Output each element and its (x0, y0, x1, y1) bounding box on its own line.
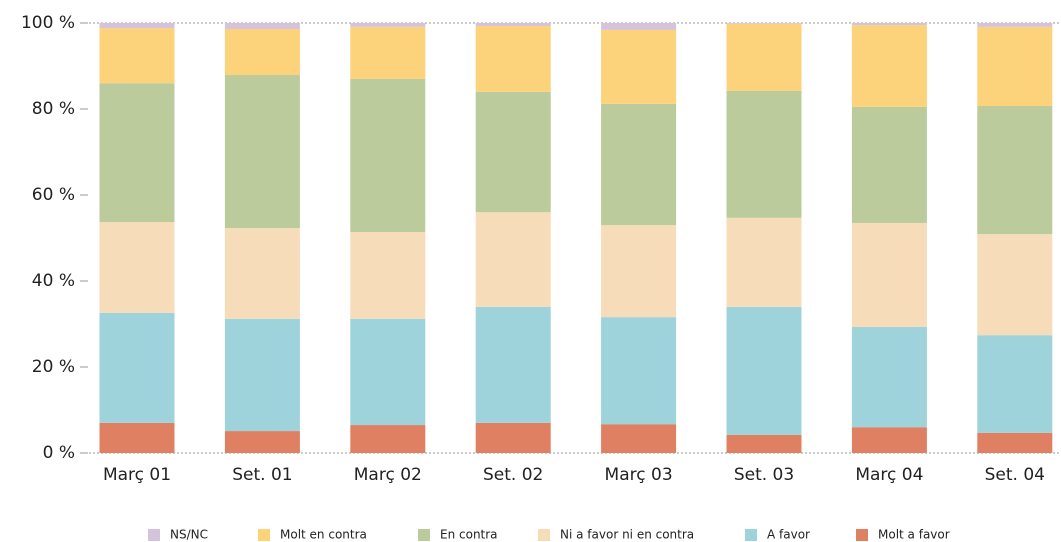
legend-label: Molt a favor (878, 528, 950, 542)
bar-segment (601, 23, 677, 30)
bar-segment (977, 432, 1053, 453)
bar-segment (475, 23, 551, 27)
bar-segment (726, 23, 802, 24)
bar-segment (475, 91, 551, 213)
legend-swatch (418, 529, 430, 541)
bar-segment (350, 231, 426, 319)
bar-segment (224, 228, 300, 319)
bar-segment (851, 25, 927, 107)
bar-segment (977, 335, 1053, 433)
bar-segment (726, 90, 802, 218)
x-tick-label: Set. 04 (985, 465, 1045, 485)
bar-segment (224, 75, 300, 229)
bar-segment (224, 23, 300, 30)
legend-swatch (745, 529, 757, 541)
bar-segment (601, 317, 677, 425)
legend-swatch (538, 529, 550, 541)
bar-segment (851, 106, 927, 223)
bar-segment (601, 103, 677, 226)
bar-segment (350, 425, 426, 453)
x-tick-label: Març 03 (605, 465, 673, 485)
bar-segment (851, 222, 927, 328)
legend-swatch (856, 529, 868, 541)
bar-segment (224, 29, 300, 76)
bar-segment (726, 217, 802, 307)
bar-segment (224, 318, 300, 432)
bar-segment (977, 234, 1053, 336)
bar-segment (851, 427, 927, 453)
legend-swatch (148, 529, 160, 541)
legend-label: Ni a favor ni en contra (560, 528, 694, 542)
bar-segment (99, 28, 175, 84)
bar-segment (99, 222, 175, 313)
y-tick-label: 60 % (32, 185, 75, 205)
bar-segment (726, 306, 802, 435)
bar-segment (726, 434, 802, 453)
legend-swatch (258, 529, 270, 541)
legend-label: Molt en contra (280, 528, 367, 542)
x-tick-label: Set. 03 (734, 465, 794, 485)
bar-segment (851, 23, 927, 26)
y-tick-label: 100 % (21, 13, 75, 33)
bar-segment (475, 422, 551, 453)
legend-label: En contra (440, 528, 498, 542)
bar-segment (475, 212, 551, 307)
bar-segment (601, 29, 677, 104)
bar-segment (475, 26, 551, 92)
x-tick-label: Març 04 (855, 465, 923, 485)
bar-segment (350, 318, 426, 426)
legend-label: NS/NC (170, 528, 208, 542)
y-tick-label: 40 % (32, 271, 75, 291)
bar-segment (475, 306, 551, 423)
bar-segment (851, 327, 927, 428)
bar-segment (350, 26, 426, 79)
legend-label: A favor (767, 528, 810, 542)
bar-segment (601, 424, 677, 453)
bar-segment (601, 225, 677, 318)
bar-segment (350, 78, 426, 232)
bar-segment (99, 83, 175, 223)
y-tick-label: 0 % (43, 443, 75, 463)
bar-segment (224, 431, 300, 453)
x-tick-label: Set. 02 (483, 465, 543, 485)
bar-segment (977, 23, 1053, 27)
bar-segment (977, 26, 1053, 106)
bar-segment (350, 23, 426, 27)
y-tick-label: 20 % (32, 357, 75, 377)
bar-segment (977, 105, 1053, 235)
bar-segment (726, 23, 802, 91)
bar-segment (99, 23, 175, 29)
bar-segment (99, 312, 175, 423)
x-tick-label: Març 02 (354, 465, 422, 485)
y-tick-label: 80 % (32, 99, 75, 119)
bar-segment (99, 422, 175, 453)
x-tick-label: Març 01 (103, 465, 171, 485)
x-tick-label: Set. 01 (232, 465, 292, 485)
